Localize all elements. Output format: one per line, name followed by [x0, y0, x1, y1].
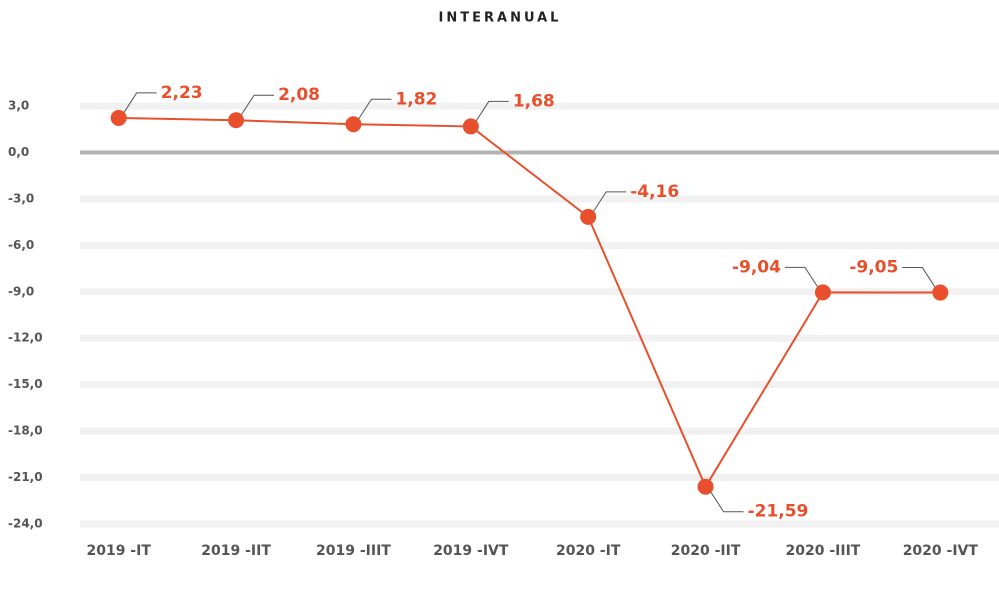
chart-title: INTERANUAL — [439, 11, 562, 26]
leader-line — [358, 98, 392, 120]
data-label: -4,16 — [630, 182, 679, 202]
marker — [932, 284, 949, 301]
leader-line — [710, 491, 744, 513]
y-tick-label: -21,0 — [8, 470, 43, 484]
x-tick-label: 2020 -IIIT — [786, 543, 861, 559]
marker — [110, 109, 127, 126]
marker — [814, 284, 831, 301]
x-tick-label: 2019 -IVT — [433, 543, 509, 559]
marker — [345, 116, 362, 133]
leader-line — [592, 191, 627, 213]
marker — [697, 478, 714, 495]
y-tick-label: -15,0 — [8, 377, 43, 391]
marker — [228, 112, 245, 129]
leader-line — [902, 267, 936, 288]
y-tick-label: -18,0 — [8, 424, 43, 438]
data-label: 2,08 — [278, 85, 320, 105]
leader-line — [123, 92, 157, 114]
data-label: -9,04 — [732, 257, 781, 277]
x-tick-label: 2020 -IT — [556, 543, 621, 559]
data-label: -21,59 — [748, 502, 809, 522]
x-tick-label: 2020 -IVT — [903, 543, 979, 559]
marker — [580, 208, 597, 225]
y-tick-label: -3,0 — [8, 191, 34, 205]
data-label: 1,68 — [513, 91, 555, 111]
y-tick-label: -12,0 — [8, 331, 43, 345]
leader-line — [475, 100, 509, 122]
data-label: 1,82 — [395, 89, 437, 109]
x-tick-label: 2019 -IIIT — [316, 543, 391, 559]
y-tick-label: -6,0 — [8, 238, 34, 252]
x-tick-label: 2019 -IIT — [201, 543, 271, 559]
x-tick-label: 2019 -IT — [86, 543, 151, 559]
y-tick-label: -24,0 — [8, 517, 43, 531]
y-tick-label: -9,0 — [8, 284, 34, 298]
y-tick-label: 3,0 — [8, 99, 29, 113]
x-tick-label: 2020 -IIT — [671, 543, 741, 559]
data-label: -9,05 — [849, 258, 898, 278]
marker — [462, 118, 479, 135]
data-label: 2,23 — [161, 83, 203, 103]
line — [118, 116, 941, 489]
y-tick-label: 0,0 — [8, 145, 29, 159]
leader-line — [784, 266, 819, 288]
leader-line — [240, 94, 275, 116]
